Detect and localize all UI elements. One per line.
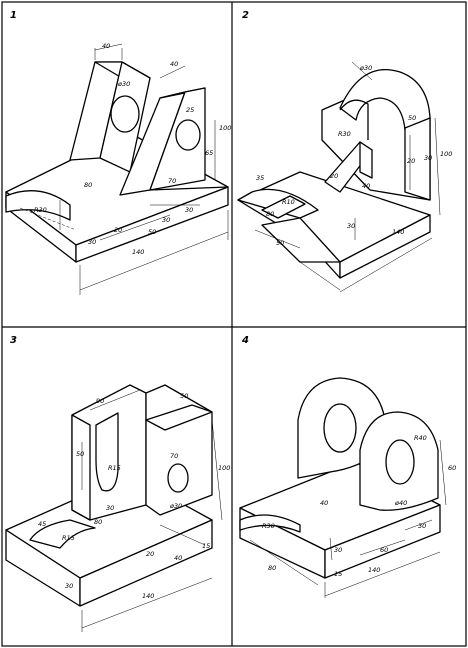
dim-label: 15	[334, 570, 342, 578]
dim-label: 60	[380, 546, 388, 554]
dim-label: 50	[276, 239, 284, 247]
panel-4: 4 R40 60 ø40 40 R30	[239, 335, 456, 598]
dim-label: R30	[262, 522, 275, 530]
dim-label: R30	[338, 130, 351, 138]
dim-label: 100	[219, 124, 231, 132]
dim-label: R15	[108, 464, 121, 472]
dim-label: 45	[38, 520, 46, 528]
dim-label: 30	[106, 504, 114, 512]
dim-label: R30	[34, 206, 47, 214]
dim-label: 60	[448, 464, 456, 472]
dim-label: 20	[114, 226, 122, 234]
dim-label: 50	[180, 392, 188, 400]
dim-label: 40	[362, 182, 370, 190]
dim-label: 50	[408, 114, 416, 122]
dim-label: ø30	[117, 80, 130, 88]
dim-label: 40	[170, 60, 178, 68]
isometric-part-4	[239, 377, 447, 598]
panel-number: 1	[10, 10, 17, 21]
dim-label: 30	[347, 222, 355, 230]
dim-label: 20	[407, 157, 415, 165]
dim-label: R40	[414, 434, 427, 442]
panel-number: 4	[241, 335, 249, 346]
dim-label: 80	[268, 564, 276, 572]
dim-label: 20	[146, 550, 154, 558]
dim-label: ø30	[359, 64, 372, 72]
dim-label: 30	[418, 522, 426, 530]
dim-label: 50	[148, 228, 156, 236]
dim-label: 40	[174, 554, 182, 562]
dim-label: 40	[320, 499, 328, 507]
dim-label: 70	[168, 177, 176, 185]
dim-label: 80	[94, 518, 102, 526]
dim-label: R10	[282, 198, 295, 206]
dim-label: 140	[132, 248, 144, 256]
dim-label: 140	[392, 228, 404, 236]
panel-number: 3	[10, 335, 17, 346]
dim-label: 90	[96, 397, 104, 405]
dimension-labels: 90 50 50 R15 70 100 ø30 80 45 R15 30 20 …	[38, 392, 230, 600]
dim-label: R15	[62, 534, 75, 542]
dimension-labels: ø30 R30 50 100 20 35 R10 20 80 30 40 30 …	[256, 64, 452, 247]
dim-label: 30	[162, 216, 170, 224]
dim-label: 35	[256, 174, 264, 182]
isometric-part-3	[5, 384, 223, 632]
dim-label: 100	[218, 464, 230, 472]
panel-number: 2	[242, 10, 249, 21]
isometric-part-1	[5, 43, 233, 295]
dim-label: 30	[88, 238, 96, 246]
dim-label: 30	[424, 154, 432, 162]
dim-label: ø30	[169, 502, 182, 510]
dim-label: 80	[84, 181, 92, 189]
dim-label: 65	[205, 149, 213, 157]
dim-label: 140	[368, 566, 380, 574]
dimension-labels: 40 40 ø30 25 100 65 80 R30 20 30 50 70 3…	[34, 42, 231, 256]
dim-label: 70	[170, 452, 178, 460]
dim-label: ø40	[394, 499, 407, 507]
isometric-part-2	[237, 61, 441, 293]
dim-label: 50	[76, 450, 84, 458]
dim-label: 140	[142, 592, 154, 600]
dim-label: 25	[186, 106, 194, 114]
dim-label: 15	[202, 542, 210, 550]
dim-label: 100	[440, 150, 452, 158]
dim-label: 30	[334, 546, 342, 554]
dim-label: 30	[65, 582, 73, 590]
dim-label: 30	[185, 206, 193, 214]
dim-label: 20	[330, 172, 338, 180]
dim-label: 80	[266, 210, 274, 218]
panel-3: 3 90 50 50 R15	[5, 335, 230, 632]
dimension-labels: R40 60 ø40 40 R30 30 60 30 80 15 140	[262, 434, 456, 578]
dim-label: 40	[102, 42, 110, 50]
panel-2: 2 ø30	[237, 10, 452, 293]
panel-1: 1	[5, 10, 233, 295]
